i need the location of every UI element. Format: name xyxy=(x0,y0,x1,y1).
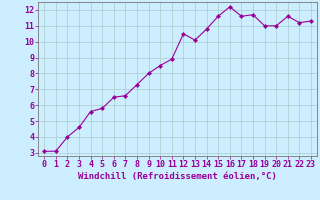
X-axis label: Windchill (Refroidissement éolien,°C): Windchill (Refroidissement éolien,°C) xyxy=(78,172,277,181)
